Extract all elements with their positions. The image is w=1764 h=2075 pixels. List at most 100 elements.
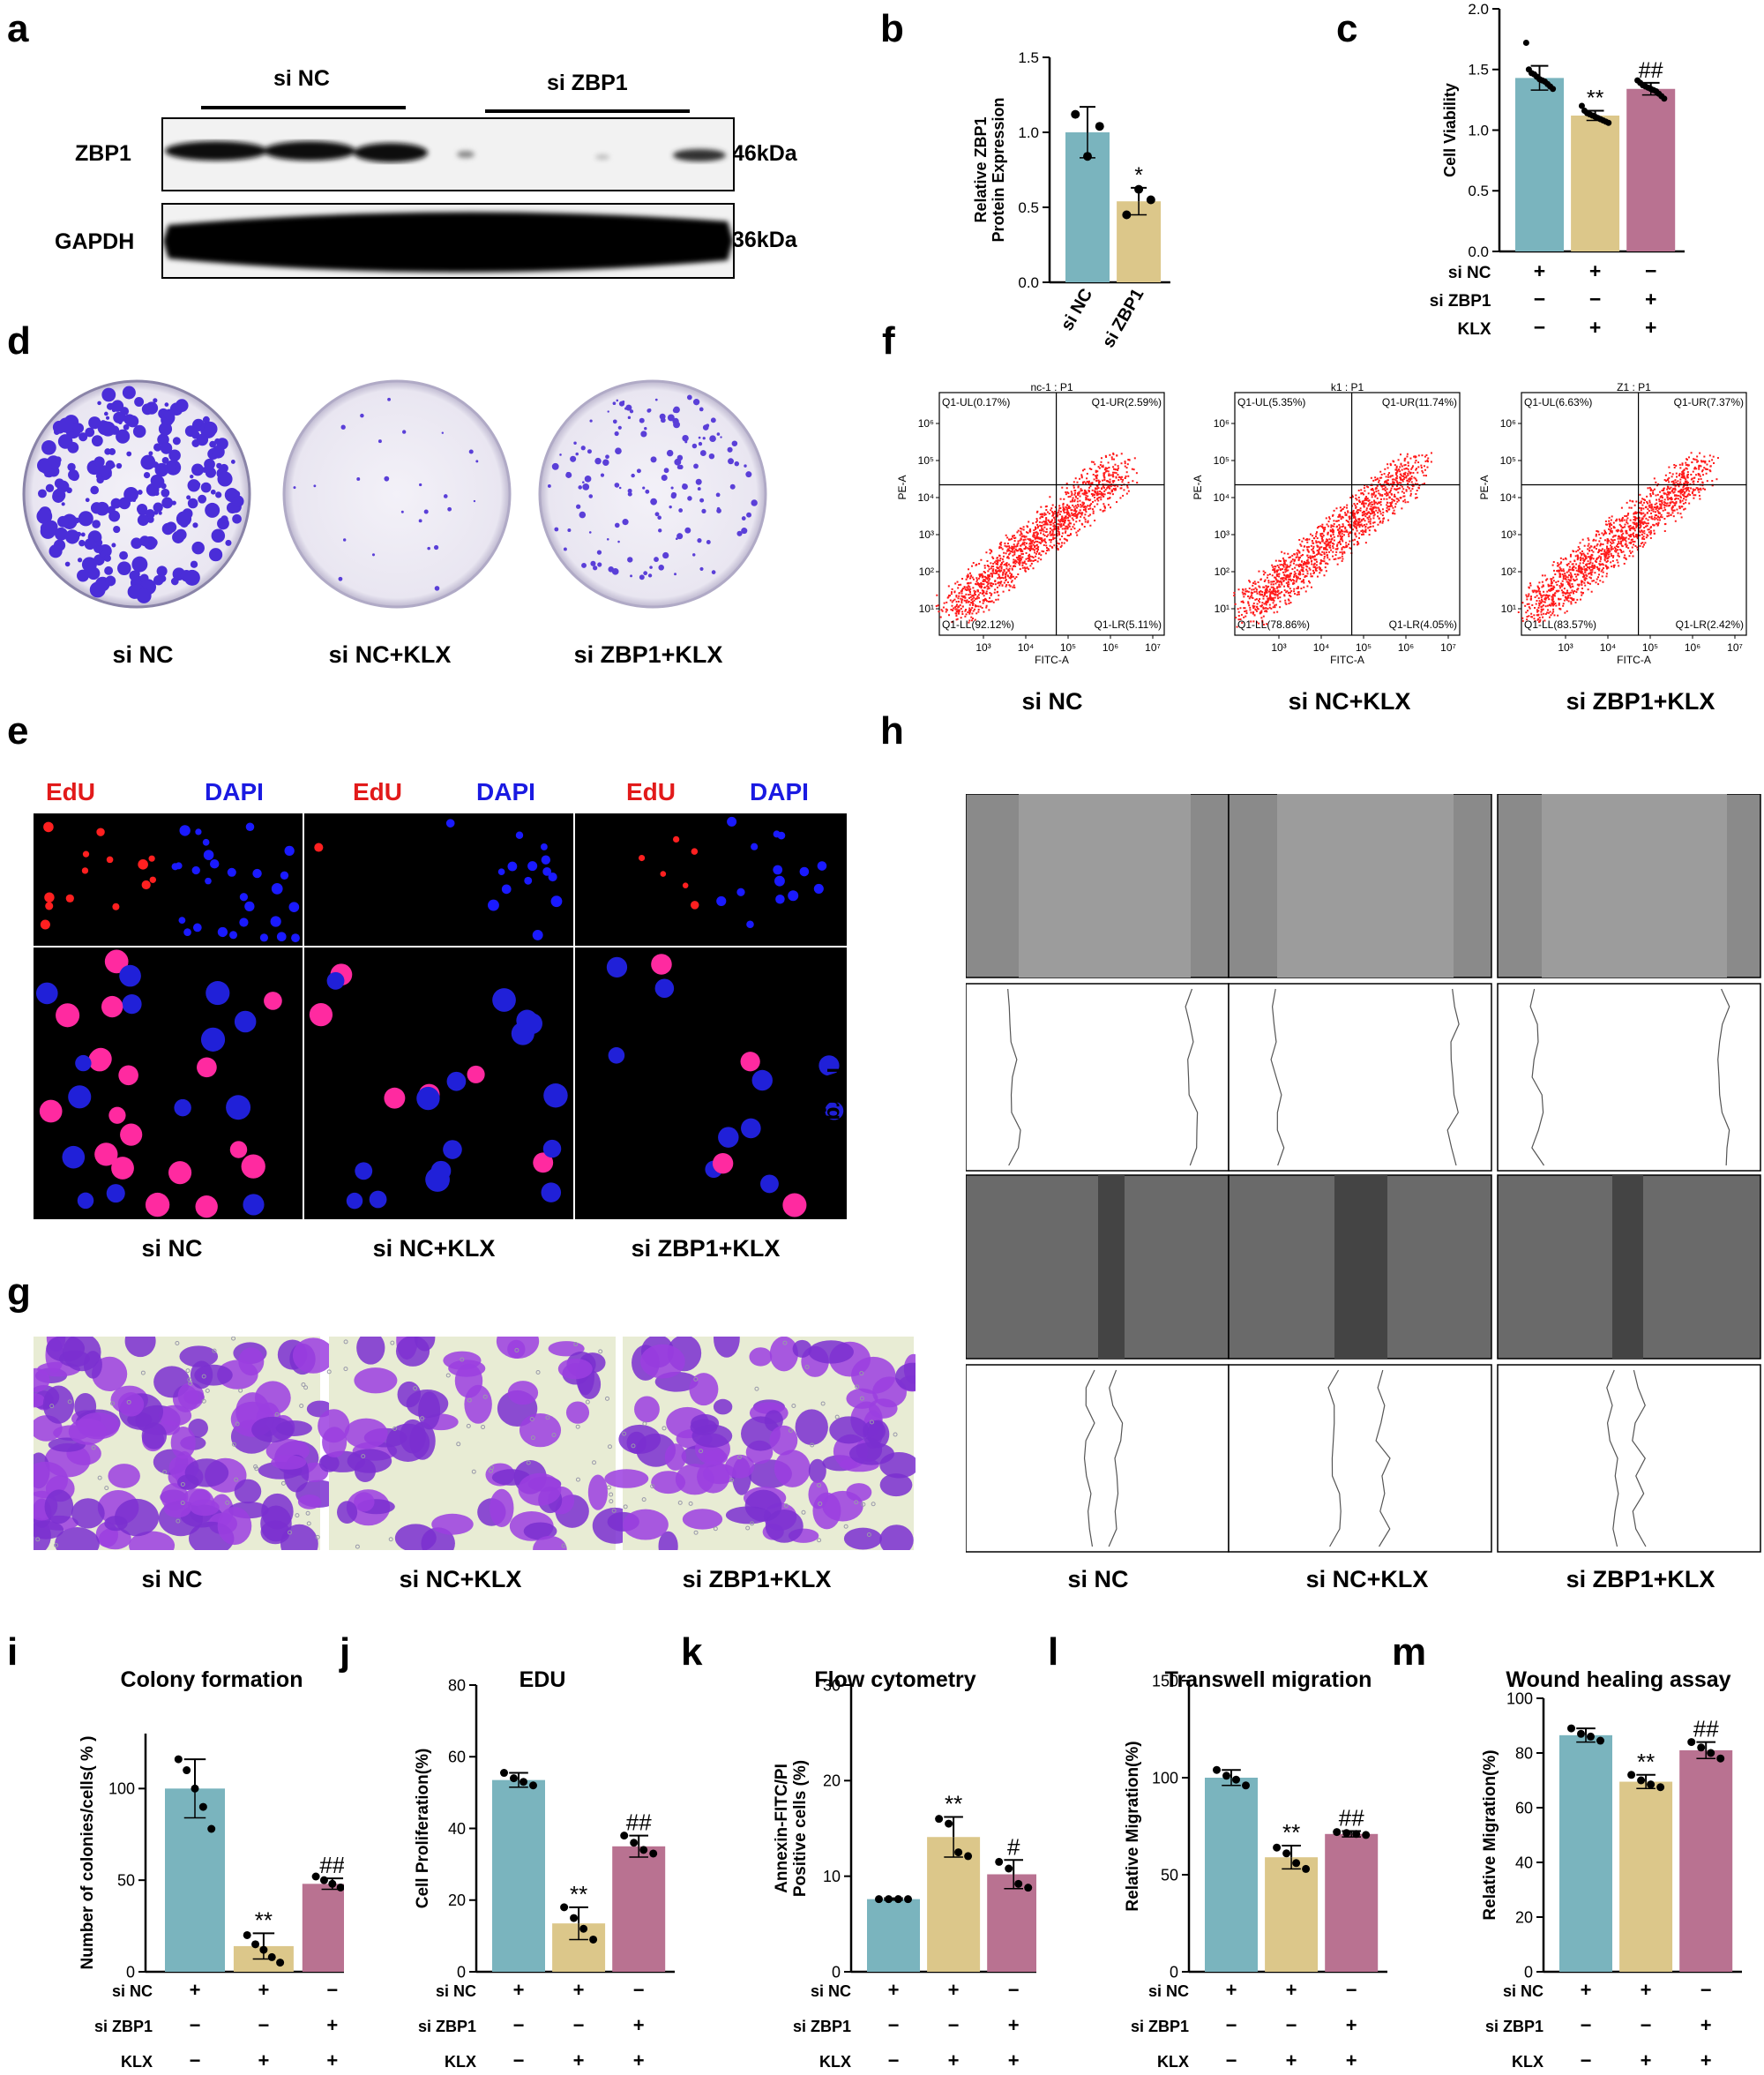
y-axis-label: Relative Migration(%) bbox=[1481, 1749, 1499, 1920]
colony-dot bbox=[693, 463, 699, 469]
colony-dot bbox=[148, 451, 153, 456]
transwell-cell bbox=[190, 1360, 213, 1390]
colony-dot bbox=[100, 420, 107, 427]
edu-images bbox=[34, 813, 848, 1221]
colony-dot bbox=[43, 441, 51, 449]
transwell-pore bbox=[604, 1396, 609, 1401]
treatment-row-label: si NC bbox=[436, 1982, 476, 2000]
colony-dot bbox=[196, 420, 203, 427]
flow-ytick-label: 10³ bbox=[919, 528, 934, 541]
colony-dot bbox=[684, 440, 688, 444]
colony-dot bbox=[340, 424, 346, 430]
merge-nucleus bbox=[243, 1194, 265, 1216]
colony-dot bbox=[614, 483, 620, 488]
dapi-nucleus bbox=[774, 875, 785, 887]
colony-dot bbox=[36, 508, 53, 525]
colony-dot bbox=[731, 440, 738, 447]
wound-edge-left bbox=[1327, 1369, 1342, 1547]
y-tick-label: 0.0 bbox=[1468, 243, 1489, 260]
colony-dot bbox=[110, 463, 116, 468]
transwell-pore bbox=[234, 1477, 239, 1482]
data-point bbox=[1605, 119, 1612, 126]
colony-dot bbox=[192, 522, 198, 528]
y-tick-label: 20 bbox=[1515, 1908, 1533, 1926]
treatment-row-label: si NC bbox=[112, 1982, 153, 2000]
y-tick-label: 0 bbox=[832, 1963, 841, 1981]
transwell-pore bbox=[175, 1341, 180, 1346]
significance-label: ** bbox=[1282, 1819, 1300, 1846]
edu-caption-1: si NC bbox=[141, 1235, 203, 1262]
transwell-pore bbox=[514, 1347, 519, 1352]
flow-plot-title: k1 : P1 bbox=[1331, 381, 1364, 393]
flow-xtick-label: 10⁷ bbox=[1440, 641, 1456, 654]
y-tick-label: 60 bbox=[448, 1749, 466, 1766]
flow-xlabel: FITC-A bbox=[1035, 654, 1069, 666]
bar bbox=[1265, 1857, 1319, 1972]
dapi-nucleus bbox=[276, 932, 287, 942]
treatment-sign: + bbox=[1008, 2049, 1020, 2071]
merge-nucleus bbox=[104, 949, 129, 974]
dapi-nucleus bbox=[244, 901, 255, 912]
treatment-sign: − bbox=[190, 2049, 201, 2071]
flow-ytick-label: 10⁴ bbox=[1213, 491, 1230, 504]
colony-dot bbox=[204, 458, 215, 470]
colony-dot bbox=[85, 427, 95, 438]
edu-caption-3: si ZBP1+KLX bbox=[631, 1235, 781, 1262]
transwell-cell bbox=[664, 1443, 687, 1471]
colony-dot bbox=[113, 411, 125, 423]
dapi-nucleus bbox=[813, 883, 824, 894]
transwell-pore bbox=[471, 1469, 476, 1474]
transwell-pore bbox=[466, 1423, 471, 1428]
colony-dot bbox=[113, 525, 121, 534]
dapi-nucleus bbox=[775, 895, 785, 904]
chart-title: Wound healing assay bbox=[1506, 1667, 1730, 1692]
transwell-cell bbox=[71, 1498, 105, 1529]
colony-dot bbox=[338, 576, 343, 581]
transwell-pore bbox=[305, 1510, 310, 1516]
data-point bbox=[1550, 86, 1557, 93]
colony-dot bbox=[597, 562, 602, 567]
colony-dot bbox=[400, 510, 404, 513]
merge-nucleus bbox=[654, 978, 675, 999]
transwell-pore bbox=[225, 1500, 230, 1505]
data-point bbox=[579, 1924, 588, 1933]
treatment-sign: − bbox=[190, 2014, 201, 2036]
colony-dot bbox=[617, 425, 622, 430]
colony-dot bbox=[140, 454, 156, 470]
merge-nucleus bbox=[118, 1065, 138, 1086]
colony-dot bbox=[187, 479, 200, 492]
colony-dot bbox=[650, 498, 658, 506]
merge-nucleus bbox=[543, 1083, 568, 1108]
flow-xtick-label: 10⁶ bbox=[1102, 641, 1118, 654]
transwell-pore bbox=[235, 1421, 240, 1427]
x-tick-label: si ZBP1 bbox=[1099, 286, 1148, 352]
y-tick-label: 100 bbox=[108, 1780, 135, 1798]
dapi-nucleus bbox=[270, 916, 281, 927]
transwell-cell bbox=[42, 1385, 75, 1424]
edu-nucleus bbox=[81, 867, 89, 874]
flow-plot-1: nc-1 : P1 Q1-UL(0.17%) Q1-UR(2.59%) Q1-LL(9… bbox=[896, 381, 1165, 666]
transwell-pore bbox=[611, 1508, 617, 1513]
dapi-nucleus bbox=[205, 877, 212, 885]
edu-nucleus bbox=[660, 871, 667, 877]
colony-dot bbox=[116, 561, 131, 576]
colony-dot bbox=[419, 483, 422, 487]
merge-nucleus bbox=[309, 1002, 333, 1027]
panel-label-e: e bbox=[7, 709, 29, 753]
transwell-cell bbox=[99, 1527, 131, 1550]
flow-ytick-label: 10¹ bbox=[919, 603, 934, 615]
transwell-cell bbox=[682, 1509, 723, 1530]
flow-xtick-label: 10⁶ bbox=[1685, 641, 1700, 654]
colony-dot bbox=[691, 443, 698, 449]
colony-dot bbox=[158, 422, 173, 436]
colony-dot bbox=[618, 401, 625, 407]
colony-dot bbox=[137, 503, 148, 515]
dapi-nucleus bbox=[227, 867, 236, 877]
edu-nucleus bbox=[96, 828, 105, 836]
merge-nucleus bbox=[751, 1069, 773, 1091]
y-tick-label: 0 bbox=[126, 1963, 135, 1981]
significance-label: ## bbox=[1339, 1805, 1364, 1832]
colony-dot bbox=[153, 443, 162, 452]
colony-dot bbox=[68, 469, 79, 481]
colony-dot bbox=[473, 499, 476, 503]
